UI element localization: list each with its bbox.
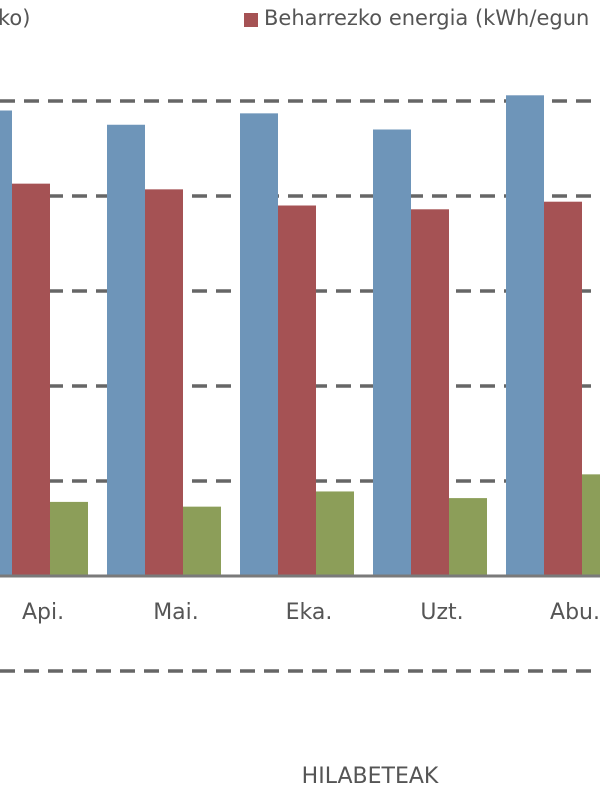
bar-series2-eka	[278, 205, 316, 576]
x-tick-label: Abu.	[550, 600, 600, 625]
x-tick-labels: Api. Mai. Eka. Uzt. Abu.	[22, 600, 600, 625]
bar-series3-mai	[183, 506, 221, 576]
bar-series1-mai	[107, 124, 145, 576]
bar-series3-abu	[582, 474, 600, 576]
x-tick-label: Eka.	[286, 600, 333, 625]
x-tick-label: Uzt.	[420, 600, 463, 625]
bar-series2-api	[12, 183, 50, 576]
bar-series1-abu	[506, 95, 544, 577]
bars	[0, 95, 600, 577]
bar-series3-eka	[316, 491, 354, 576]
bar-series2-uzt	[411, 209, 449, 577]
bar-series2-mai	[145, 189, 183, 576]
x-tick-label: Mai.	[153, 600, 199, 625]
legend-entry-required-energy: Beharrezko energia (kWh/egun	[264, 6, 590, 30]
legend-swatch-red	[244, 13, 258, 27]
bar-series1-api	[0, 110, 12, 576]
legend-entry-partial: ko)	[0, 6, 31, 30]
x-tick-label: Api.	[22, 600, 64, 625]
bar-series1-eka	[240, 113, 278, 576]
bar-series3-uzt	[449, 498, 487, 576]
bar-series3-api	[50, 501, 88, 576]
bar-series2-abu	[544, 201, 582, 576]
x-axis-title: HILABETEAK	[301, 764, 439, 789]
bar-series1-uzt	[373, 129, 411, 576]
